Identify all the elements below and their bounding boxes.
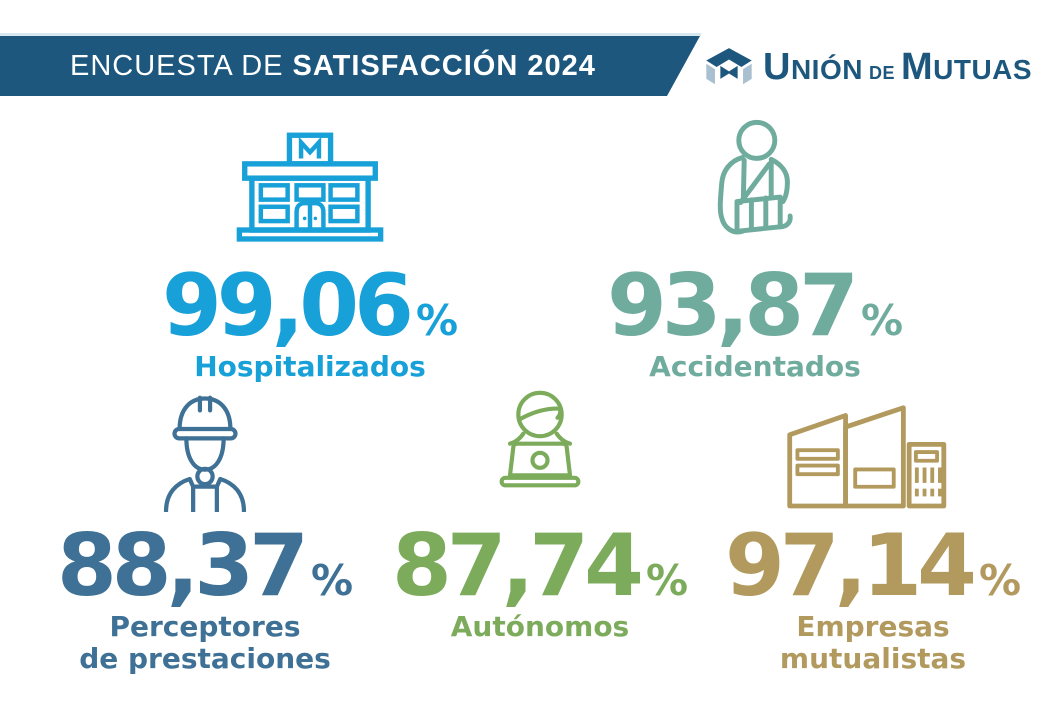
logo-letter-m: M <box>900 46 934 88</box>
stat-number: 93,87 <box>606 256 859 356</box>
stat-value: 99,06 % <box>120 256 500 356</box>
logo-wordmark: U NIÓN DE M UTUAS <box>763 44 1032 86</box>
stat-label-line1: Autónomos <box>450 609 630 643</box>
banner-title-bold: SATISFACCIÓN 2024 <box>292 49 596 82</box>
stat-label-line1: Empresas <box>796 609 950 643</box>
logo-letter-u: U <box>763 46 791 88</box>
hospital-icon <box>120 112 500 252</box>
stat-value: 88,37 % <box>15 516 395 616</box>
person-laptop-icon <box>350 382 730 512</box>
percent-sign: % <box>978 556 1022 605</box>
stat-autonomos: 87,74 % Autónomos <box>350 382 730 643</box>
stat-empresas: 97,14 % Empresas mutualistas <box>683 382 1062 675</box>
stat-label-line1: Perceptores <box>109 609 301 643</box>
percent-sign: % <box>860 296 904 345</box>
construction-worker-icon <box>15 382 395 512</box>
stat-label: Empresas mutualistas <box>683 609 1062 675</box>
stat-label: Perceptores de prestaciones <box>15 609 395 675</box>
stat-label: Autónomos <box>350 609 730 643</box>
stat-label-line1: Hospitalizados <box>194 349 426 383</box>
stat-label-line2: de prestaciones <box>79 641 331 675</box>
stat-number: 88,37 <box>56 516 309 616</box>
banner-title-regular: ENCUESTA DE <box>70 49 284 82</box>
stat-number: 99,06 <box>161 256 414 356</box>
stat-value: 93,87 % <box>565 256 945 356</box>
stat-number: 97,14 <box>724 516 977 616</box>
injured-person-arm-sling-icon <box>565 112 945 252</box>
logo-text-utuas: UTUAS <box>933 54 1033 85</box>
stat-label: Hospitalizados <box>120 349 500 383</box>
stat-label-line1: Accidentados <box>649 349 861 383</box>
stat-number: 87,74 <box>391 516 644 616</box>
percent-sign: % <box>645 556 689 605</box>
logo-text-de: DE <box>868 63 895 83</box>
percent-sign: % <box>415 296 459 345</box>
stat-value: 87,74 % <box>350 516 730 616</box>
stat-hospitalizados: 99,06 % Hospitalizados <box>120 112 500 383</box>
union-de-mutuas-logo: U NIÓN DE M UTUAS <box>702 44 1032 90</box>
stat-label-line2: mutualistas <box>779 641 967 675</box>
stat-value: 97,14 % <box>683 516 1062 616</box>
stat-label: Accidentados <box>565 349 945 383</box>
union-de-mutuas-m-mark-icon <box>706 48 752 85</box>
buildings-calculator-icon <box>683 382 1062 512</box>
stat-perceptores: 88,37 % Perceptores de prestaciones <box>15 382 395 675</box>
banner: ENCUESTA DE SATISFACCIÓN 2024 <box>0 36 700 96</box>
logo-text-nion: NIÓN <box>790 54 863 85</box>
percent-sign: % <box>310 556 354 605</box>
banner-top-highlight <box>0 33 701 36</box>
stat-accidentados: 93,87 % Accidentados <box>565 112 945 383</box>
